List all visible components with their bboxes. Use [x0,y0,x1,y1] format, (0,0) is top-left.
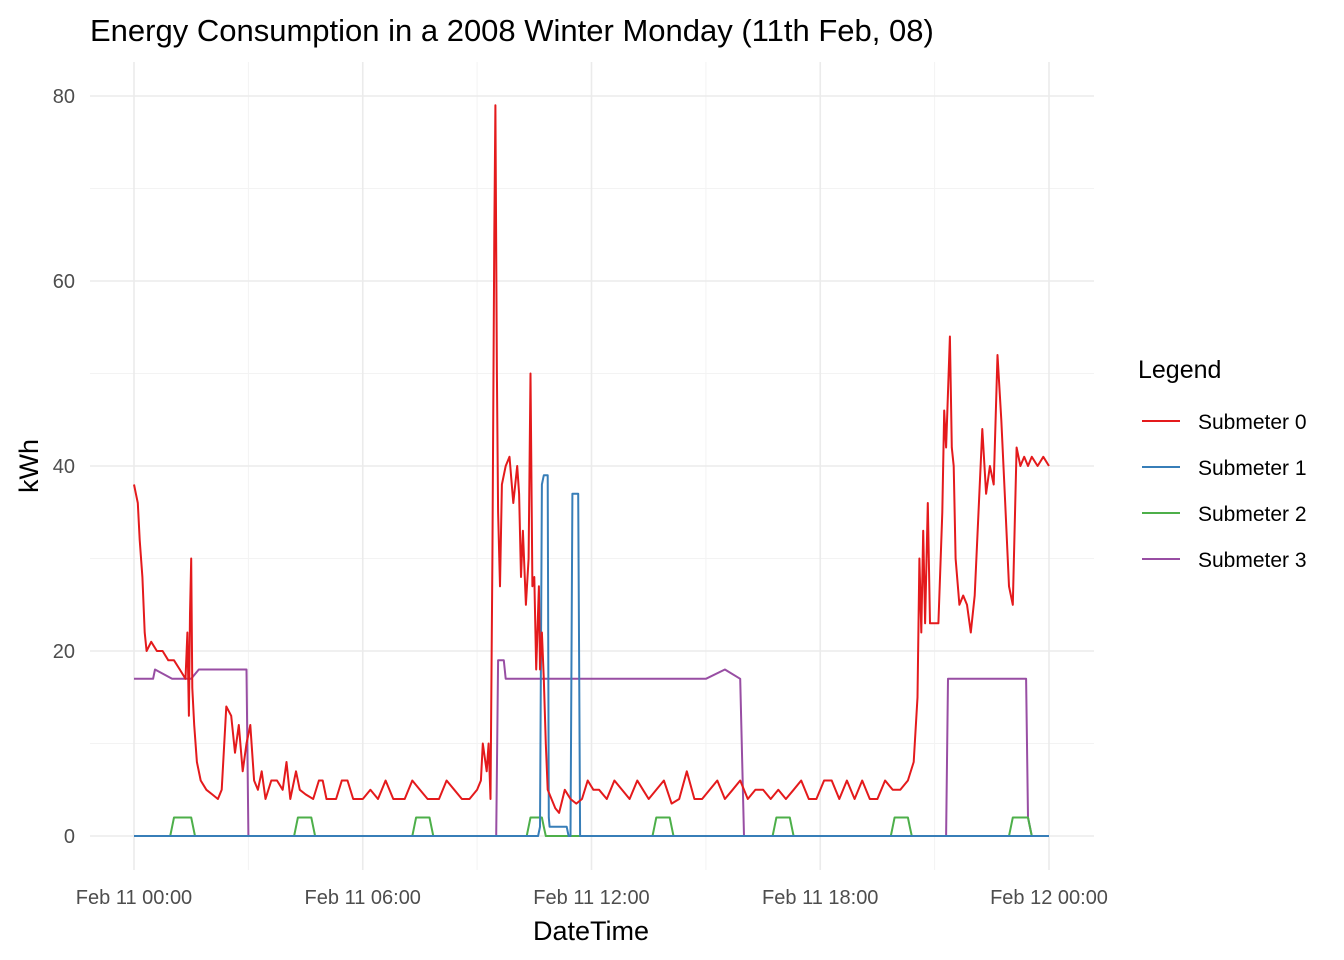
legend-label: Submeter 2 [1198,503,1307,526]
series-line-submeter-0 [133,104,1050,814]
chart-title: Energy Consumption in a 2008 Winter Mond… [90,13,934,48]
legend-label: Submeter 0 [1198,411,1307,434]
x-tick-label: Feb 11 00:00 [76,887,192,909]
x-axis-title: DateTime [533,916,649,946]
y-axis-title: kWh [14,439,44,493]
x-tick-label: Feb 11 06:00 [305,887,421,909]
y-tick-label: 20 [53,641,75,663]
series-line-submeter-3 [134,659,1049,837]
legend-label: Submeter 3 [1198,549,1307,572]
x-tick-label: Feb 12 00:00 [990,887,1108,909]
legend-title: Legend [1138,356,1221,384]
legend-label: Submeter 1 [1198,457,1307,480]
x-tick-label: Feb 11 12:00 [533,887,649,909]
series-line-submeter-1 [134,474,1049,837]
series-lines [133,104,1050,837]
legend: Legend Submeter 0 Submeter 1 Submeter 2 Sub… [1138,356,1307,572]
x-tick-label: Feb 11 18:00 [762,887,878,909]
y-tick-label: 60 [53,271,75,293]
y-tick-label: 40 [53,456,75,478]
y-tick-label: 0 [64,826,75,848]
y-tick-label: 80 [53,86,75,108]
axes: 0 20 40 60 80 Feb 11 00:00 Feb 11 06:00 Feb 11 … [53,86,1108,909]
